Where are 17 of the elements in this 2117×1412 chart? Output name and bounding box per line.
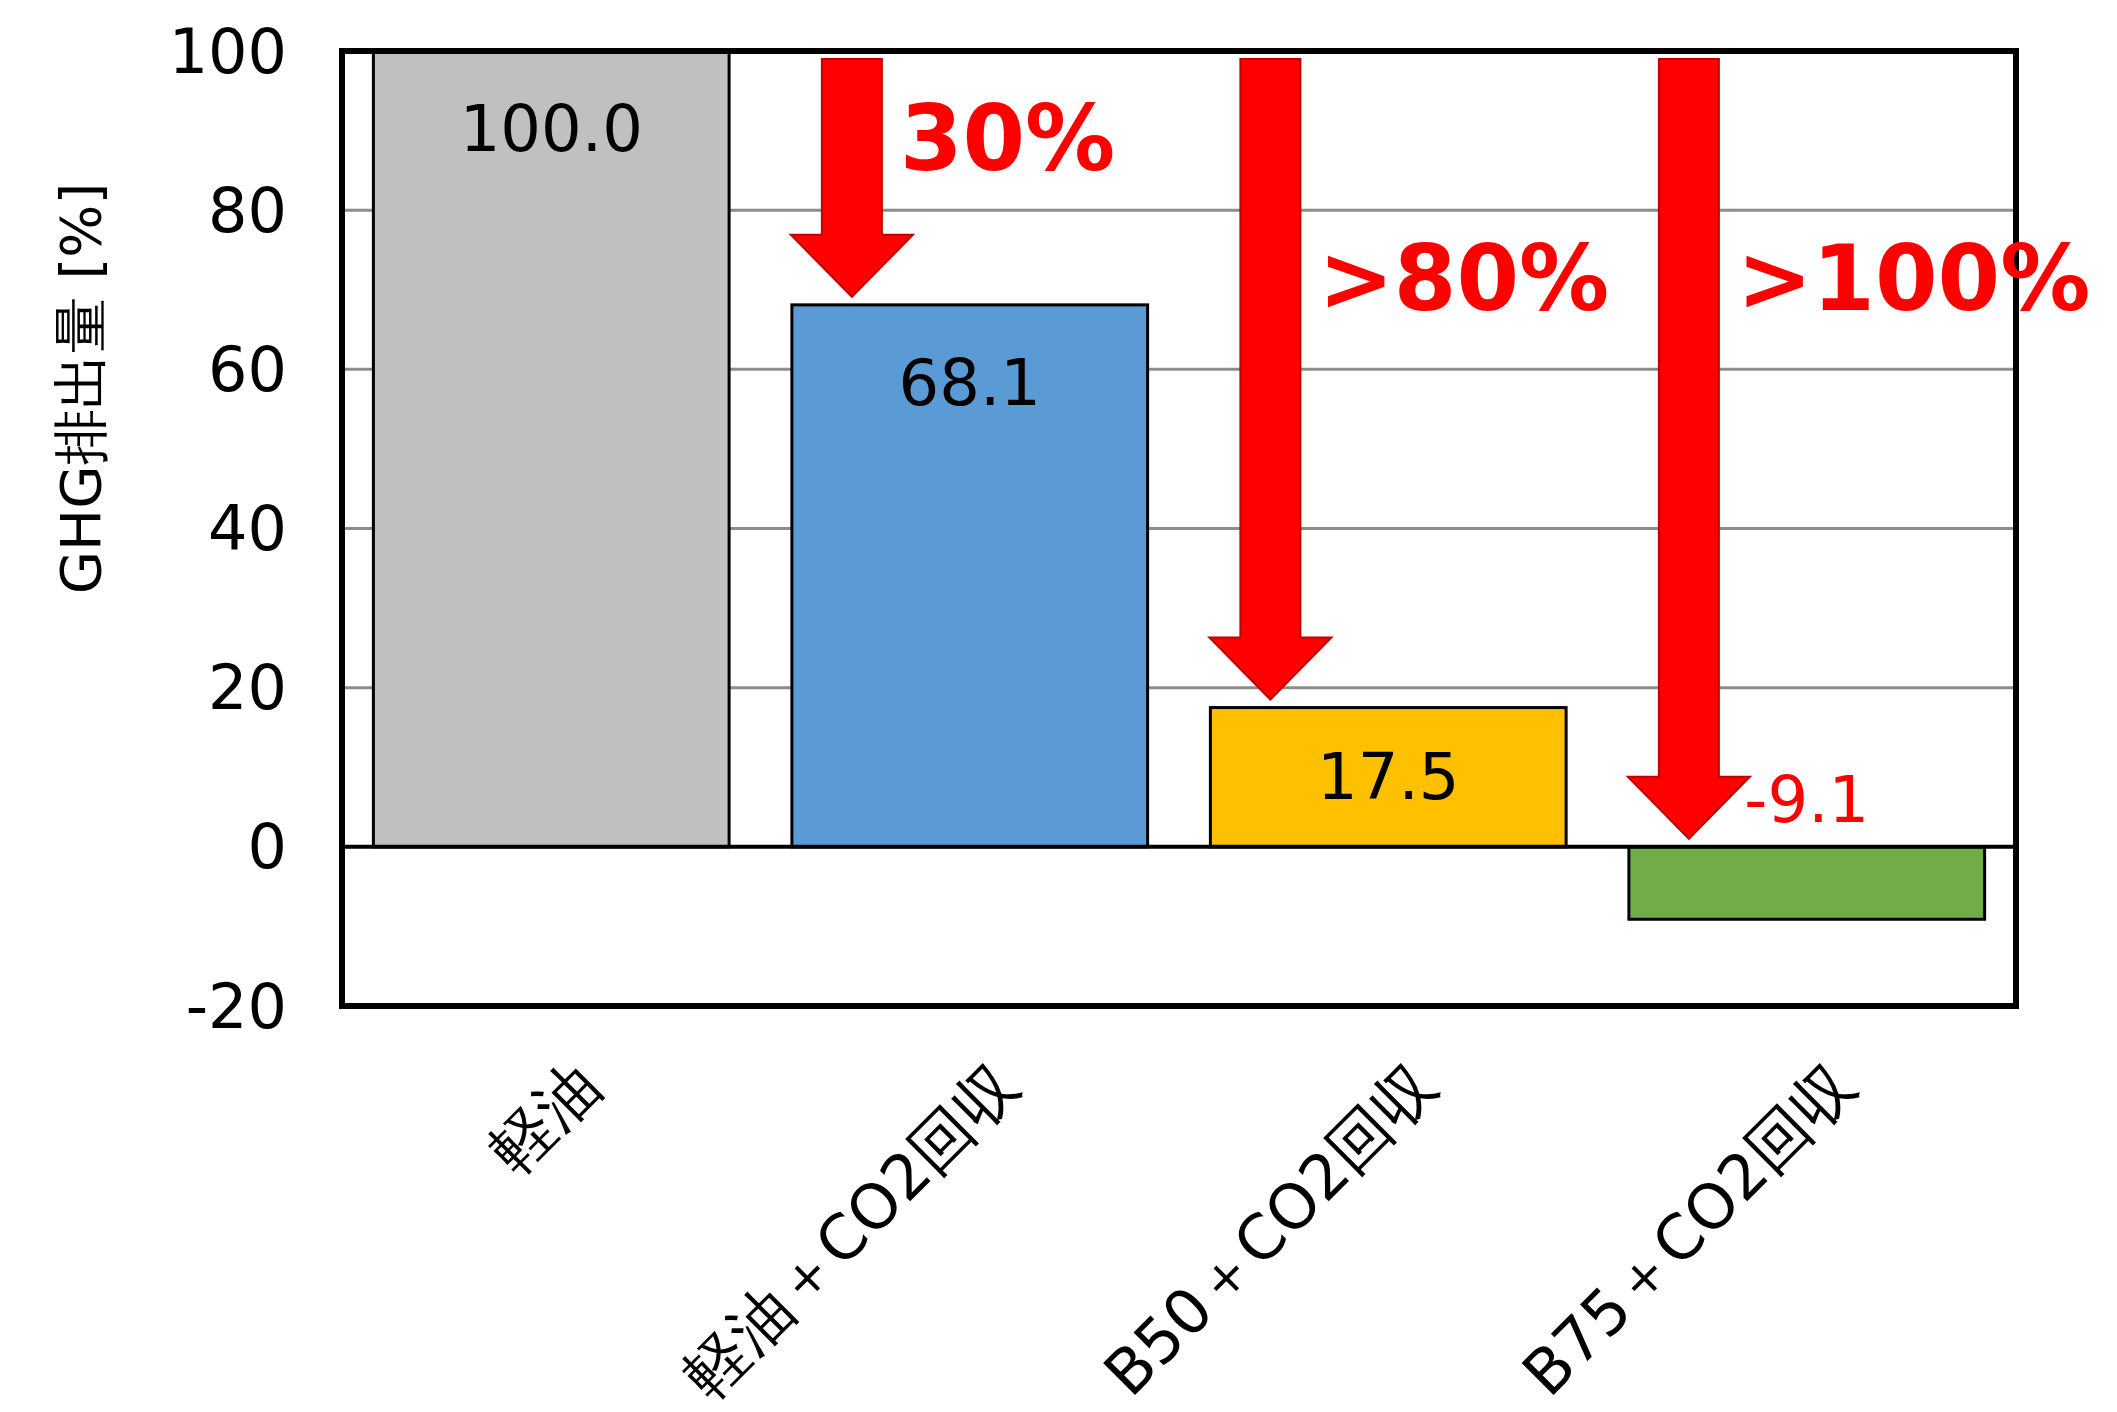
y-tick-label: 20 bbox=[208, 651, 287, 725]
data-label: -9.1 bbox=[1744, 762, 1870, 837]
y-tick-label: 60 bbox=[208, 332, 287, 406]
annotation: >80% bbox=[1318, 226, 1610, 332]
y-tick-label: 80 bbox=[208, 173, 287, 247]
y-axis-title: GHG排出量 [%] bbox=[47, 182, 113, 595]
y-tick-label: 0 bbox=[247, 810, 287, 884]
x-tick-label: B50＋CO2回収 bbox=[1089, 1047, 1452, 1410]
data-label: 17.5 bbox=[1317, 740, 1460, 815]
x-tick-label: 軽油＋CO2回収 bbox=[669, 1047, 1034, 1412]
y-tick-label: 40 bbox=[208, 492, 287, 565]
y-tick-label: 100 bbox=[168, 14, 287, 88]
data-label: 100.0 bbox=[459, 92, 643, 166]
y-tick-label: -20 bbox=[185, 969, 287, 1043]
annotation: 30% bbox=[899, 86, 1116, 192]
data-label: 68.1 bbox=[898, 345, 1041, 420]
x-tick-label: 軽油 bbox=[475, 1047, 615, 1188]
